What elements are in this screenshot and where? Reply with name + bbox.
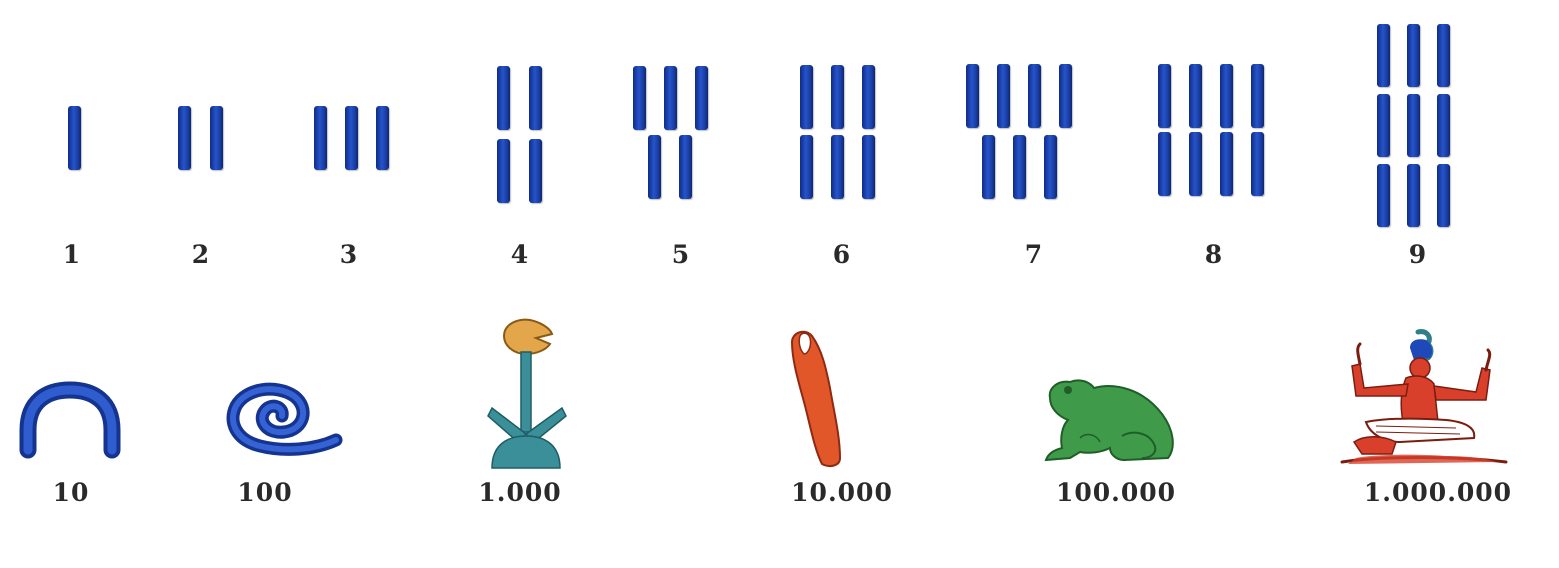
stroke-bar [1158, 64, 1171, 128]
numeral-label-9: 9 [1408, 240, 1428, 269]
power-label-100000: 100.000 [1055, 478, 1177, 507]
stroke-bar [1220, 64, 1233, 128]
stroke-bar [1376, 94, 1390, 157]
stroke-bar [209, 106, 223, 170]
stroke-bar [1406, 94, 1420, 157]
stroke-bar [1189, 64, 1202, 128]
stroke-bar [663, 66, 677, 130]
stroke-bar [375, 106, 389, 170]
stroke-bar [1436, 164, 1450, 227]
power-label-10: 10 [52, 478, 90, 507]
numeral-label-3: 3 [339, 240, 359, 269]
stroke-bar [1043, 135, 1057, 199]
numeral-label-5: 5 [671, 240, 691, 269]
stroke-bar [1406, 24, 1420, 87]
stroke-bar [344, 106, 358, 170]
stroke-bar [496, 139, 510, 203]
stroke-bar [496, 66, 510, 130]
stroke-bar [1376, 164, 1390, 227]
power-label-1000: 1.000 [478, 478, 562, 507]
numeral-label-7: 7 [1024, 240, 1044, 269]
stroke-bar [830, 135, 844, 199]
stroke-bar [694, 66, 708, 130]
power-label-100: 100 [237, 478, 293, 507]
stroke-bar [1251, 132, 1264, 196]
stroke-bar [1376, 24, 1390, 87]
stroke-bar [1436, 94, 1450, 157]
stroke-bar [966, 64, 979, 128]
stroke-bar [1012, 135, 1026, 199]
stroke-bar [1189, 132, 1202, 196]
lotus-plant-icon [487, 318, 567, 469]
stroke-bar [1059, 64, 1072, 128]
numeral-label-2: 2 [191, 240, 211, 269]
stroke-bar [177, 106, 191, 170]
stroke-bar [1436, 24, 1450, 87]
frog-icon [1044, 379, 1174, 462]
stroke-bar [830, 65, 844, 129]
stroke-bar [1406, 164, 1420, 227]
heh-god-icon [1340, 329, 1508, 464]
numeral-label-8: 8 [1204, 240, 1224, 269]
stroke-bar [632, 66, 646, 130]
numeral-label-6: 6 [832, 240, 852, 269]
numeral-label-4: 4 [510, 240, 530, 269]
power-label-1000000: 1.000.000 [1363, 478, 1513, 507]
stroke-bar [67, 106, 81, 170]
stroke-bar [528, 66, 542, 130]
stroke-bar [861, 65, 875, 129]
numeral-label-1: 1 [62, 240, 82, 269]
stroke-bar [997, 64, 1010, 128]
stroke-bar [679, 135, 692, 199]
stroke-bar [648, 135, 661, 199]
stroke-bar [799, 65, 813, 129]
heel-bone-arch-icon [19, 381, 121, 459]
stroke-bar [313, 106, 327, 170]
coil-of-rope-icon [226, 382, 343, 456]
stroke-bar [1251, 64, 1264, 128]
stroke-bar [981, 135, 995, 199]
stroke-bar [1028, 64, 1041, 128]
finger-icon [790, 330, 842, 467]
stroke-bar [861, 135, 875, 199]
stroke-bar [1158, 132, 1171, 196]
stroke-bar [799, 135, 813, 199]
stroke-bar [528, 139, 542, 203]
power-label-10000: 10.000 [791, 478, 893, 507]
stroke-bar [1220, 132, 1233, 196]
